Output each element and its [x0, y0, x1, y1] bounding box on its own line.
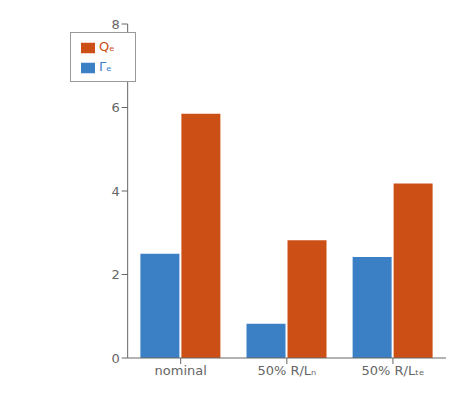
svg-text:0: 0 [111, 351, 119, 366]
svg-text:2: 2 [111, 267, 119, 282]
svg-text:6: 6 [111, 100, 119, 115]
svg-text:50% R/Lₜₑ: 50% R/Lₜₑ [361, 363, 424, 378]
svg-text:4: 4 [111, 184, 119, 199]
svg-text:50% R/Lₙ: 50% R/Lₙ [257, 363, 316, 378]
html-text:Γₑ: Γₑ [99, 59, 112, 74]
svg-text:8: 8 [111, 17, 119, 32]
svg-text:nominal: nominal [155, 363, 207, 378]
html-text:Qₑ: Qₑ [99, 39, 115, 54]
